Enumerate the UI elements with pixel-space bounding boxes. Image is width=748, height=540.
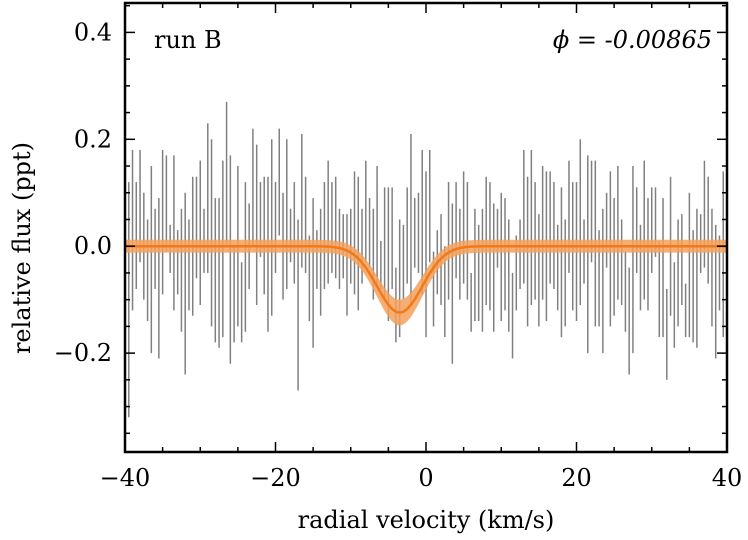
phase-label: ϕ = -0.00865 <box>553 26 712 54</box>
model-uncertainty-band <box>125 239 727 326</box>
model-line-group <box>125 244 727 314</box>
y-axis-label: relative flux (ppt) <box>8 142 36 354</box>
x-axis-label: radial velocity (km/s) <box>298 506 555 534</box>
x-tick-label: 20 <box>561 464 592 492</box>
model-band-group <box>125 239 727 326</box>
x-tick-label: −40 <box>100 464 151 492</box>
y-tick-label: −0.2 <box>54 339 112 367</box>
tick-labels: −40 −20 0 20 40 −0.2 0.0 0.2 0.4 <box>54 18 743 492</box>
y-tick-label: 0.2 <box>74 125 112 153</box>
x-tick-label: 0 <box>418 464 433 492</box>
axis-ticks <box>124 3 728 452</box>
x-tick-label: 40 <box>712 464 743 492</box>
y-tick-label: 0.0 <box>74 232 112 260</box>
y-tick-label: 0.4 <box>74 18 112 46</box>
x-tick-label: −20 <box>250 464 301 492</box>
run-label: run B <box>154 26 222 54</box>
model-fit-line <box>125 244 727 314</box>
error-bars <box>124 101 724 418</box>
